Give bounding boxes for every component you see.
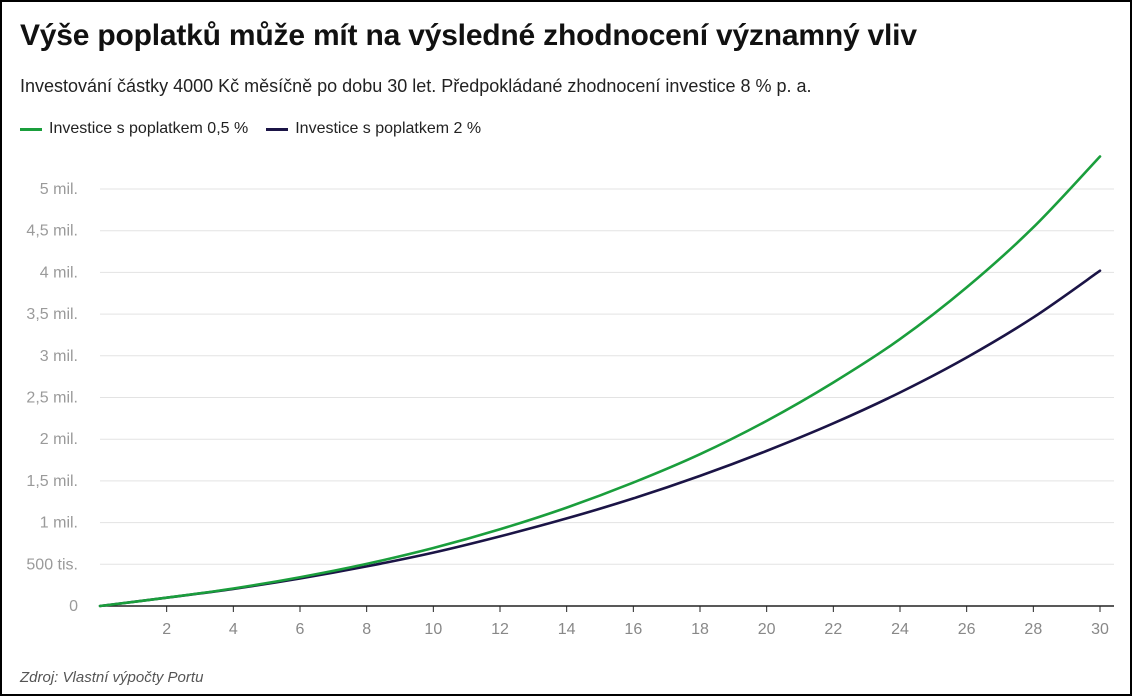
series-line-fee-0-5 [98, 155, 1102, 608]
y-tick-label: 2 mil. [40, 431, 78, 448]
legend: Investice s poplatkem 0,5 % Investice s … [20, 120, 481, 138]
y-tick-label: 500 tis. [26, 556, 78, 573]
x-tick-label: 10 [424, 621, 442, 638]
y-tick-label: 4 mil. [40, 264, 78, 281]
x-tick-label: 26 [958, 621, 976, 638]
x-tick-label: 16 [624, 621, 642, 638]
legend-label-fee-2: Investice s poplatkem 2 % [295, 120, 482, 137]
x-tick-label: 14 [558, 621, 576, 638]
x-tick-label: 12 [491, 621, 509, 638]
x-tick-label: 24 [891, 621, 909, 638]
source-note: Zdroj: Vlastní výpočty Portu [20, 669, 204, 686]
chart-title: Výše poplatků může mít na výsledné zhodn… [20, 19, 917, 52]
x-tick-label: 30 [1091, 621, 1109, 638]
y-tick-label: 0 [69, 598, 78, 615]
x-tick-label: 6 [296, 621, 305, 638]
chart-subtitle: Investování částky 4000 Kč měsíčně po do… [20, 76, 812, 96]
legend-item-fee-0-5: Investice s poplatkem 0,5 % [20, 120, 248, 138]
legend-swatch-fee-2 [266, 127, 289, 131]
legend-label-fee-0-5: Investice s poplatkem 0,5 % [49, 120, 249, 137]
x-tick-label: 8 [362, 621, 371, 638]
y-tick-label: 1,5 mil. [26, 473, 78, 490]
x-tick-label: 20 [758, 621, 776, 638]
y-tick-label: 4,5 mil. [26, 223, 78, 240]
legend-item-fee-2: Investice s poplatkem 2 % [266, 120, 481, 138]
x-tick-label: 2 [162, 621, 171, 638]
x-tick-label: 28 [1024, 621, 1042, 638]
series-line-fee-2 [98, 269, 1102, 608]
x-tick-label: 4 [229, 621, 238, 638]
y-tick-label: 3,5 mil. [26, 306, 78, 323]
x-tick-label: 18 [691, 621, 709, 638]
y-tick-label: 5 mil. [40, 181, 78, 198]
y-tick-label: 1 mil. [40, 515, 78, 532]
y-tick-label: 2,5 mil. [26, 390, 78, 407]
x-tick-label: 22 [824, 621, 842, 638]
legend-swatch-fee-0-5 [20, 127, 42, 131]
y-tick-label: 3 mil. [40, 348, 78, 365]
